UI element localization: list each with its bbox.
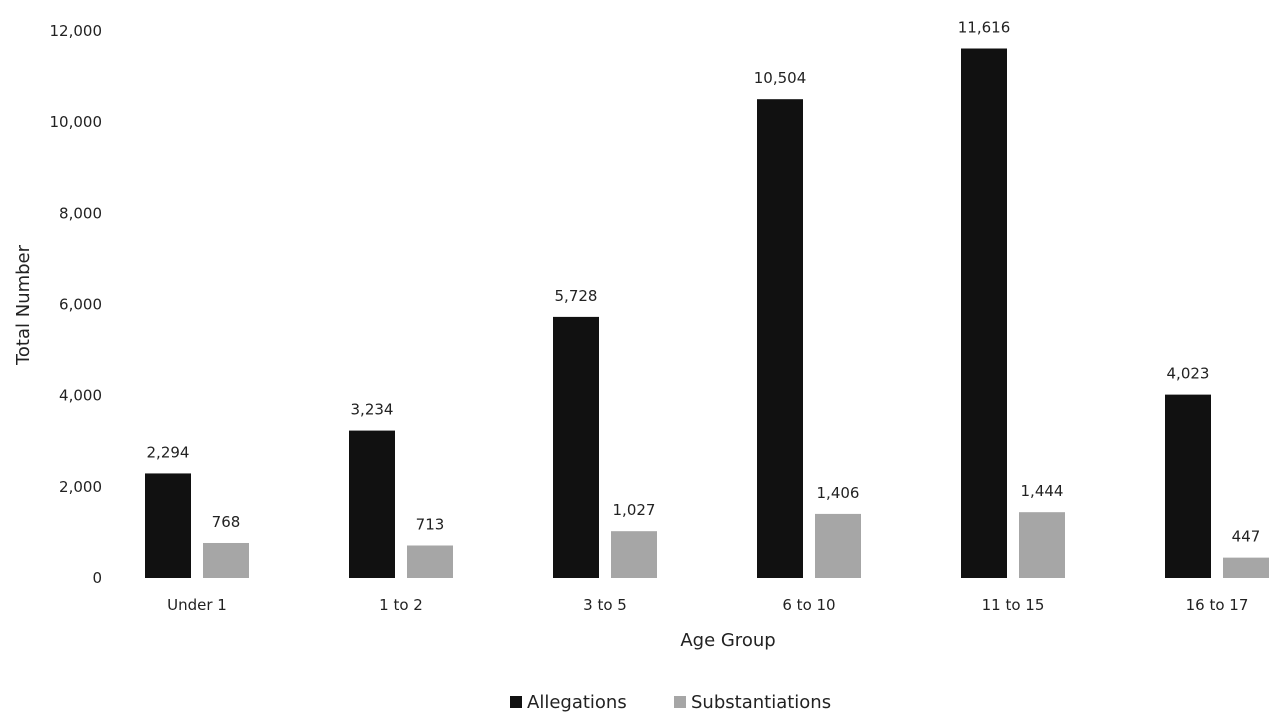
allegations-bar bbox=[961, 48, 1007, 578]
substantiations-bar bbox=[815, 513, 861, 578]
legend-label-substantiations: Substantiations bbox=[691, 692, 831, 713]
y-axis-title: Total Number bbox=[13, 244, 34, 366]
y-tick-label: 8,000 bbox=[59, 204, 102, 222]
legend-swatch-allegations bbox=[510, 696, 522, 708]
data-label: 447 bbox=[1232, 528, 1261, 546]
y-tick-label: 12,000 bbox=[50, 22, 103, 40]
data-label: 713 bbox=[416, 515, 445, 533]
data-label: 1,027 bbox=[613, 501, 656, 519]
data-label: 11,616 bbox=[958, 19, 1011, 37]
y-tick-label: 6,000 bbox=[59, 296, 102, 314]
data-label: 1,406 bbox=[817, 484, 860, 502]
data-label: 1,444 bbox=[1021, 482, 1064, 500]
substantiations-bar bbox=[203, 542, 249, 578]
x-axis-title: Age Group bbox=[680, 630, 775, 651]
x-category-label: Under 1 bbox=[167, 596, 227, 614]
x-category-label: 1 to 2 bbox=[379, 596, 423, 614]
allegations-bar bbox=[349, 430, 395, 578]
bars bbox=[145, 48, 1269, 579]
y-tick-label: 10,000 bbox=[50, 113, 103, 131]
substantiations-bar bbox=[407, 545, 453, 578]
y-tick-label: 2,000 bbox=[59, 478, 102, 496]
data-label: 4,023 bbox=[1167, 365, 1210, 383]
x-category-label: 3 to 5 bbox=[583, 596, 627, 614]
data-label: 10,504 bbox=[754, 69, 807, 87]
data-labels: 2,294 768 3,234 713 5,728 1,027 10,504 1,406 11,… bbox=[147, 19, 1261, 546]
x-category-label: 16 to 17 bbox=[1186, 596, 1249, 614]
legend: Allegations Substantiations bbox=[510, 692, 831, 713]
x-category-label: 6 to 10 bbox=[782, 596, 835, 614]
y-tick-label: 4,000 bbox=[59, 387, 102, 405]
substantiations-bar bbox=[1019, 512, 1065, 578]
x-axis-category-labels: Under 1 1 to 2 3 to 5 6 to 10 11 to 15 16 to … bbox=[167, 596, 1248, 614]
legend-swatch-substantiations bbox=[674, 696, 686, 708]
data-label: 5,728 bbox=[555, 287, 598, 305]
legend-label-allegations: Allegations bbox=[527, 692, 627, 713]
y-axis-ticks: 0 2,000 4,000 6,000 8,000 10,000 12,000 bbox=[50, 22, 103, 587]
data-label: 2,294 bbox=[147, 443, 190, 461]
allegations-bar bbox=[145, 473, 191, 578]
allegations-bar bbox=[1165, 394, 1211, 578]
y-tick-label: 0 bbox=[92, 569, 102, 587]
data-label: 3,234 bbox=[351, 401, 394, 419]
data-label: 768 bbox=[212, 513, 241, 531]
allegations-bar bbox=[757, 99, 803, 579]
allegations-bar bbox=[553, 316, 599, 578]
x-category-label: 11 to 15 bbox=[982, 596, 1045, 614]
substantiations-bar bbox=[1223, 557, 1269, 578]
substantiations-bar bbox=[611, 531, 657, 578]
